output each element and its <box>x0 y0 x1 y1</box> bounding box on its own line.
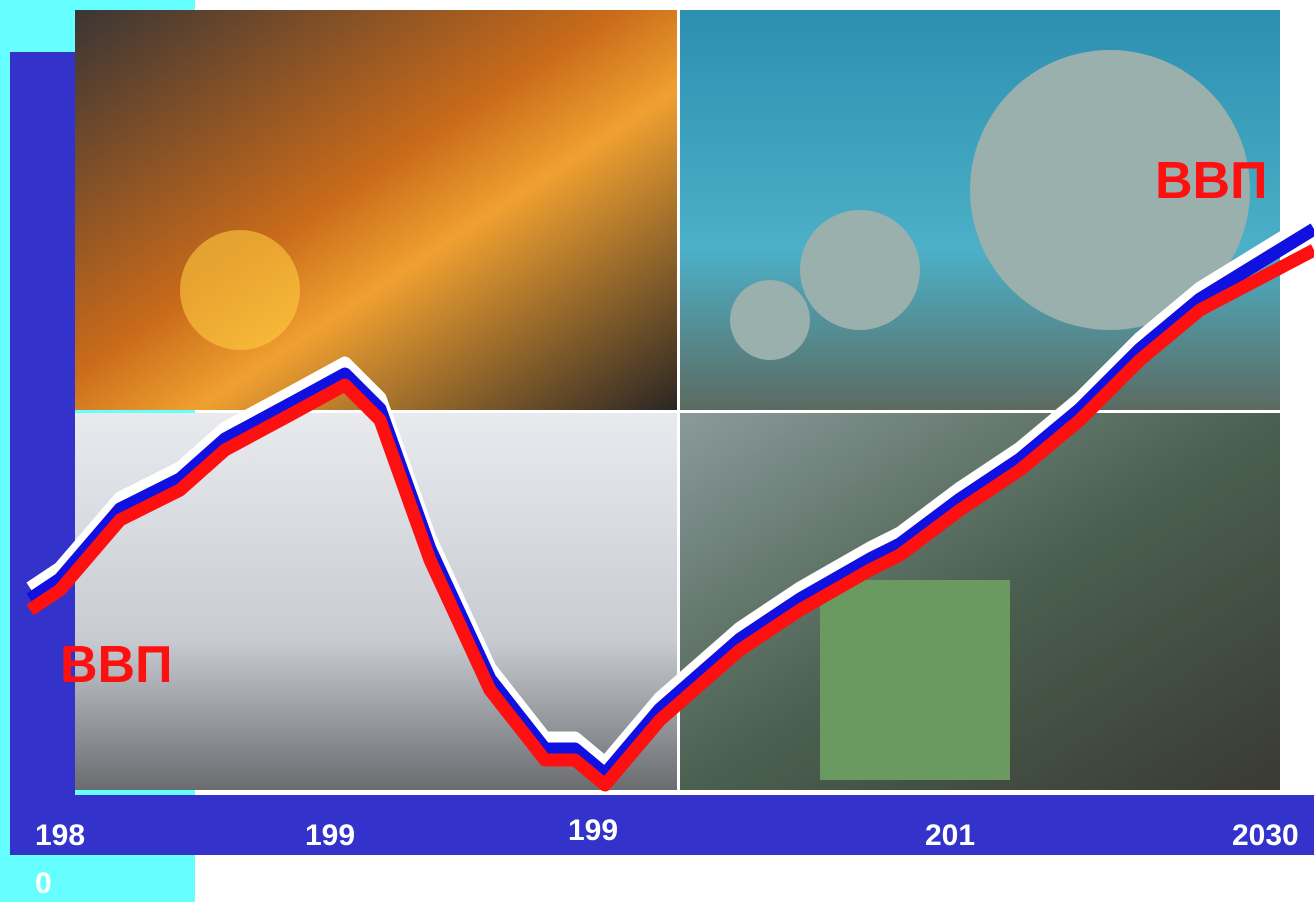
page: ВВП ВВП 198 199 199 201 2030 0 (() => { … <box>0 0 1314 902</box>
timeline-bar <box>10 795 1314 855</box>
locomotive <box>820 580 1010 780</box>
tank <box>800 210 920 330</box>
year-label: 2030 <box>1232 819 1299 852</box>
year-label: 199 <box>568 814 618 847</box>
tank <box>730 280 810 360</box>
gdp-label: ВВП <box>1155 152 1267 210</box>
year-label: 198 <box>35 819 85 852</box>
photo-glow <box>180 230 300 350</box>
year-label: 199 <box>305 819 355 852</box>
photo-steel <box>75 10 677 410</box>
slide: ВВП ВВП 198 199 199 201 2030 0 <box>0 0 1314 902</box>
year-label: 201 <box>925 819 975 852</box>
gdp-label: ВВП <box>60 636 172 694</box>
year-label: 0 <box>35 867 52 900</box>
